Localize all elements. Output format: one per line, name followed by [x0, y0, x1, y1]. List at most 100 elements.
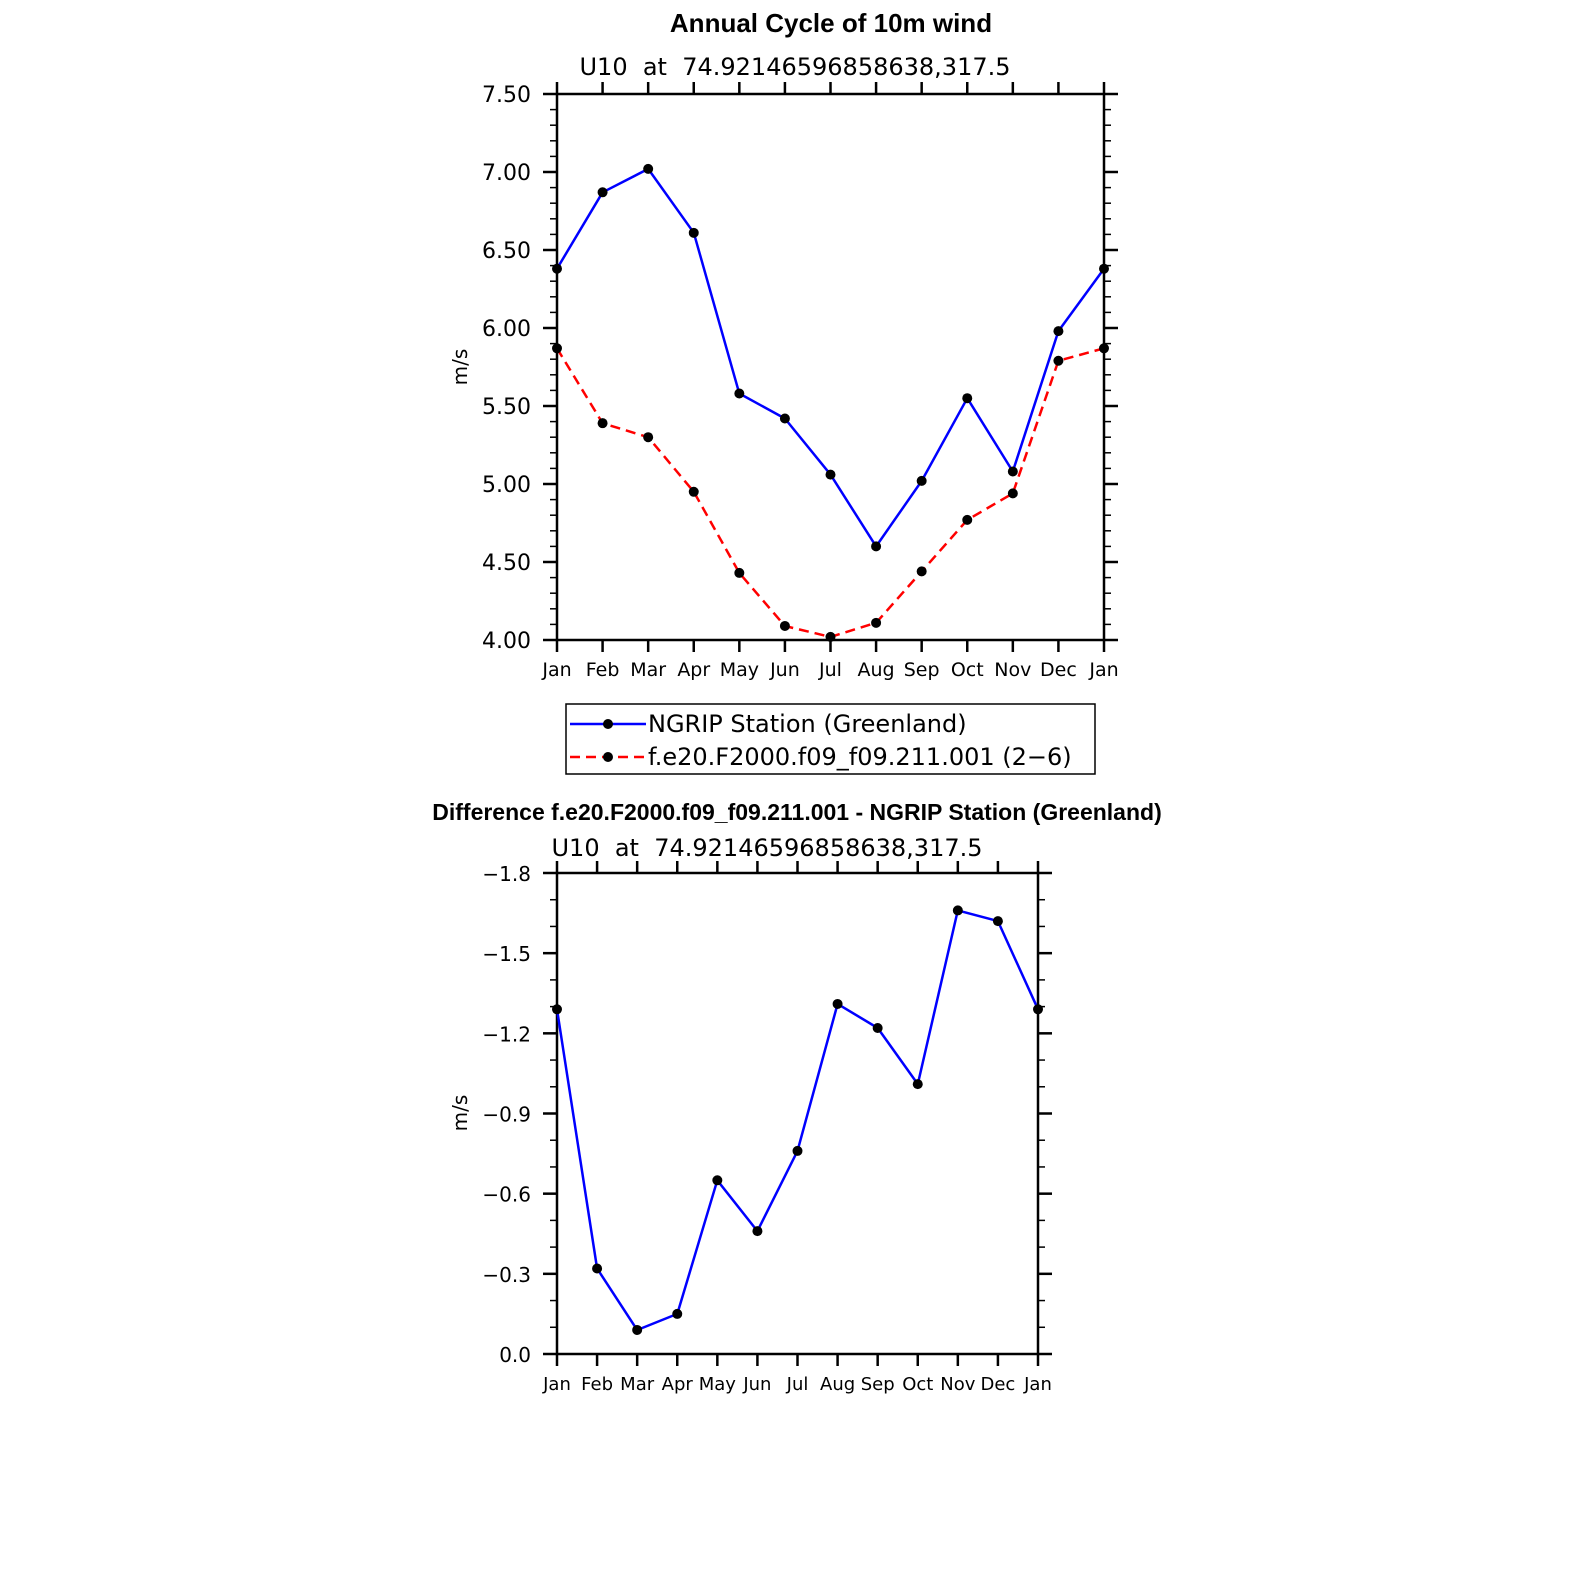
series-line-0	[555, 909, 1040, 1332]
y-tick-label: 0.0	[499, 1343, 531, 1367]
data-point	[779, 413, 790, 424]
data-point	[712, 1175, 723, 1186]
x-tick-label: Sep	[861, 1374, 895, 1395]
y-tick-label: −1.8	[482, 862, 531, 886]
data-point	[952, 905, 963, 916]
data-point	[832, 998, 843, 1009]
data-point	[825, 469, 836, 480]
data-point	[825, 631, 836, 642]
chart-title: Difference f.e20.F2000.f09_f09.211.001 -…	[432, 799, 1162, 825]
y-tick-label: 4.00	[482, 629, 531, 654]
annual-cycle-chart: Annual Cycle of 10m wind U10 at 74.92146…	[448, 8, 1119, 775]
x-tick-label: Mar	[620, 1374, 655, 1395]
data-point	[1053, 355, 1064, 366]
series-layer	[552, 163, 1109, 642]
x-tick-label: Jan	[1088, 659, 1118, 681]
y-axis-label: m/s	[448, 349, 472, 386]
x-tick-label: Aug	[858, 659, 895, 681]
y-axis-label: m/s	[448, 1095, 472, 1132]
x-tick-label: Dec	[1040, 659, 1077, 681]
legend-marker-ngrip	[603, 719, 613, 729]
data-point	[597, 187, 608, 198]
series-line-1	[555, 347, 1105, 639]
y-tick-label: −0.9	[482, 1103, 531, 1127]
x-tick-label: Feb	[586, 659, 620, 681]
data-point	[1033, 1004, 1043, 1015]
data-point	[992, 916, 1003, 927]
data-point	[734, 567, 745, 578]
y-tick-label: 7.50	[482, 83, 531, 108]
x-tick-label: Sep	[904, 659, 940, 681]
y-tick-label: −1.2	[482, 1022, 531, 1046]
data-point	[688, 227, 699, 238]
x-tick-label: May	[699, 1374, 737, 1395]
data-point	[1053, 326, 1064, 337]
y-tick-label: −0.3	[482, 1263, 531, 1287]
plot-frame	[555, 871, 1040, 1356]
axes: Jan Feb Mar Apr May Jun Jul Aug Sep Oct Nov Dec Jan 0…	[482, 861, 1052, 1395]
difference-chart: Difference f.e20.F2000.f09_f09.211.001 -…	[432, 799, 1162, 1395]
data-point	[1099, 343, 1109, 354]
y-tick-label: 6.50	[482, 239, 531, 264]
y-tick-label: 5.00	[482, 473, 531, 498]
chart-title: Annual Cycle of 10m wind	[670, 8, 992, 38]
y-tick-label: −1.5	[482, 942, 531, 966]
data-point	[643, 432, 654, 443]
y-tick-label: 5.50	[482, 395, 531, 420]
y-tick-label: −0.6	[482, 1183, 531, 1207]
data-point	[752, 1226, 763, 1237]
data-point	[872, 1022, 883, 1033]
x-tick-label: Mar	[630, 659, 666, 681]
y-tick-label: 6.00	[482, 317, 531, 342]
data-point	[916, 475, 927, 486]
x-tick-label: Dec	[980, 1374, 1015, 1395]
legend-label-model: f.e20.F2000.f09_f09.211.001 (2−6)	[648, 743, 1072, 771]
data-point	[871, 541, 882, 552]
data-point	[962, 393, 973, 404]
series-layer	[552, 905, 1043, 1335]
x-tick-label: Apr	[662, 1374, 694, 1395]
x-tick-label: Jan	[542, 1374, 571, 1395]
chart-subtitle: U10 at 74.92146596858638,317.5	[551, 834, 982, 862]
legend-box	[565, 703, 1096, 775]
data-point	[552, 1004, 562, 1015]
data-point	[962, 514, 973, 525]
data-point	[792, 1145, 803, 1156]
x-tick-label: Jan	[541, 659, 571, 681]
x-tick-label: Jan	[1023, 1374, 1052, 1395]
data-point	[592, 1263, 603, 1274]
x-tick-label: Jun	[769, 659, 800, 681]
data-point	[643, 163, 654, 174]
x-tick-label: Oct	[951, 659, 984, 681]
x-tick-label: Jun	[742, 1374, 771, 1395]
data-point	[871, 617, 882, 628]
legend-marker-model	[603, 752, 613, 762]
x-tick-label: Nov	[940, 1374, 975, 1395]
axes: Jan Feb Mar Apr May Jun Jul Aug Sep Oct Nov Dec Jan 4…	[482, 82, 1119, 681]
legend: NGRIP Station (Greenland) f.e20.F2000.f0…	[565, 703, 1096, 775]
x-tick-label: Jul	[786, 1374, 809, 1395]
data-point	[672, 1308, 683, 1319]
data-point	[1007, 488, 1018, 499]
data-point	[552, 343, 562, 354]
data-point	[632, 1324, 643, 1335]
x-tick-label: Apr	[677, 659, 710, 681]
x-tick-label: Jul	[818, 659, 842, 681]
data-point	[688, 486, 699, 497]
x-tick-label: May	[720, 659, 759, 681]
x-tick-label: Aug	[820, 1374, 855, 1395]
data-point	[916, 566, 927, 577]
data-point	[552, 263, 562, 274]
x-tick-label: Oct	[902, 1374, 933, 1395]
data-point	[912, 1079, 923, 1090]
y-tick-label: 7.00	[482, 161, 531, 186]
data-point	[1099, 263, 1109, 274]
plot-frame	[555, 92, 1106, 642]
data-point	[597, 418, 608, 429]
x-tick-label: Nov	[994, 659, 1031, 681]
data-point	[1007, 466, 1018, 477]
series-line-0	[555, 167, 1106, 548]
data-point	[779, 620, 790, 631]
legend-label-ngrip: NGRIP Station (Greenland)	[648, 710, 967, 738]
